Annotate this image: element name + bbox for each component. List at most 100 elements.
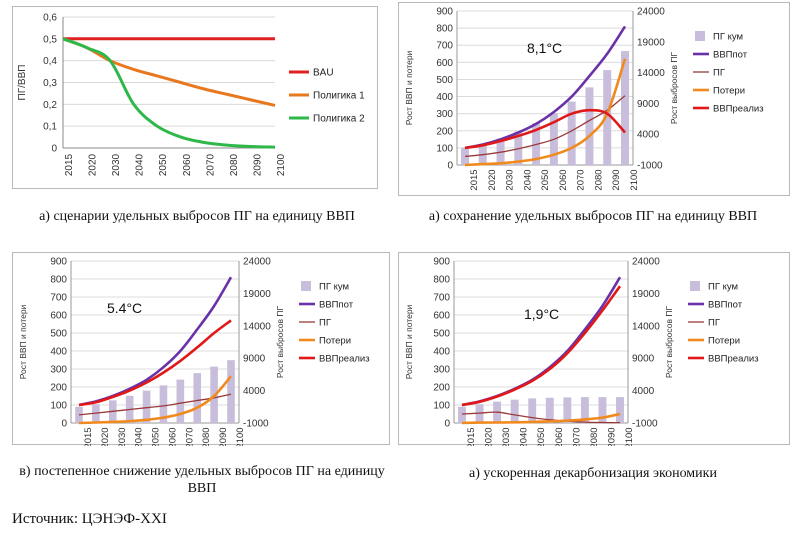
chart-c-svg: 0 100 200 300 400 500 600 700 800 900 -1000 4000 900… (18, 257, 370, 447)
x-tick-label: 2090 (611, 169, 622, 190)
y-tick-label: 0,4 (43, 56, 57, 67)
legend-label: ПГ кум (708, 282, 738, 293)
x-tick-label: 2080 (229, 153, 240, 176)
chart-panel-a: 0 0,1 0,2 0,3 0,4 0,5 0,6 2015 2020 2030 2040 2050 2… (12, 6, 378, 189)
x-tick-label: 2050 (536, 427, 547, 446)
x-tick-label: 2030 (501, 427, 512, 446)
x-tick-label: 2100 (624, 427, 635, 446)
series-line-потери (461, 412, 621, 425)
bar-pg-kum (193, 373, 202, 423)
y-tick-label: 0 (51, 144, 57, 155)
y2-tick-label: 14000 (243, 321, 271, 332)
x-tick-label: 2070 (571, 427, 582, 446)
y2-axis-label: Рост выбросов ПГ (664, 306, 674, 379)
y-tick-label: 400 (50, 347, 67, 358)
x-tick-label: 2030 (117, 427, 128, 446)
series-line-полигика-1 (62, 37, 276, 107)
x-tick-label: 2070 (205, 153, 216, 176)
x-tick-label: 2050 (158, 153, 169, 176)
bar-pg-kum (176, 379, 185, 423)
x-tick-label: 2090 (606, 427, 617, 446)
legend-swatch (301, 281, 311, 291)
legend-label: ПГ (713, 68, 725, 79)
y2-tick-label: -1000 (637, 161, 663, 172)
y-tick-label: 800 (50, 275, 67, 286)
x-tick-label: 2020 (484, 427, 495, 446)
y2-tick-label: 9000 (632, 354, 655, 365)
legend-label: ПГ кум (319, 282, 349, 293)
legend-label: ВВПреализ (319, 354, 370, 365)
bar-pg-kum (510, 399, 519, 423)
y2-tick-label: 24000 (243, 257, 271, 268)
y-tick-label: 200 (50, 383, 67, 394)
series-line-полигика-2 (62, 37, 276, 149)
bar-pg-kum (563, 397, 572, 423)
y-tick-label: 900 (436, 7, 453, 18)
x-tick-label: 2070 (184, 427, 195, 446)
x-tick-label: 2050 (151, 427, 162, 446)
bar-pg-kum (227, 360, 235, 423)
caption-d: а) ускоренная декарбонизация экономики (469, 466, 717, 481)
x-tick-label: 2060 (167, 427, 178, 446)
legend-label: ПГ кум (713, 32, 743, 43)
x-tick-label: 2070 (576, 169, 587, 190)
x-tick-label: 2060 (558, 169, 569, 190)
x-tick-label: 2080 (201, 427, 212, 446)
legend-label: ВВПпот (708, 300, 743, 311)
x-tick-label: 2080 (589, 427, 600, 446)
x-tick-label: 2020 (100, 427, 111, 446)
x-tick-label: 2040 (135, 153, 146, 176)
y-axis-label: ПГ/ВВП (17, 65, 28, 101)
legend-label: BAU (313, 68, 334, 79)
x-tick-label: 2100 (235, 427, 246, 446)
y2-axis-label: Рост выбросов ПГ (669, 52, 679, 125)
y2-tick-label: 9000 (243, 354, 266, 365)
x-tick-label: 2080 (593, 169, 604, 190)
chart-panel-b: 0 100 200 300 400 500 600 700 800 900 -1000 4000 900… (398, 2, 790, 196)
x-tick-label: 2060 (554, 427, 565, 446)
y2-tick-label: -1000 (632, 419, 658, 430)
y2-tick-label: 4000 (243, 386, 266, 397)
legend-swatch (690, 281, 700, 291)
bar-pg-kum (616, 397, 624, 423)
temperature-annotation: 8,1°С (527, 40, 562, 56)
legend-label: ПГ (319, 318, 331, 329)
y-tick-label: 0,2 (43, 100, 57, 111)
caption-a: а) сценарии удельных выбросов ПГ на един… (39, 209, 355, 224)
y-tick-label: 700 (436, 41, 453, 52)
series-line-пг (78, 393, 232, 416)
bar-pg-kum (545, 397, 554, 423)
series-line-ввпреализ (464, 108, 626, 150)
y-tick-label: 500 (50, 329, 67, 340)
y-tick-label: 100 (436, 143, 453, 154)
y-tick-label: 400 (436, 92, 453, 103)
x-tick-label: 2020 (88, 153, 99, 176)
x-tick-label: 2090 (218, 427, 229, 446)
y-axis-label: Рост ВВП и потери (404, 50, 414, 125)
x-tick-label: 2015 (83, 427, 94, 446)
y-tick-label: 500 (433, 329, 450, 340)
y-tick-label: 600 (436, 58, 453, 69)
y-tick-label: 300 (433, 365, 450, 376)
x-tick-label: 2100 (629, 169, 640, 190)
chart-panel-d: 0 100 200 300 400 500 600 700 800 900 -1000 4000 900… (398, 252, 790, 446)
x-tick-label: 2015 (466, 427, 477, 446)
legend-label: ВВПреализ (708, 354, 759, 365)
y-tick-label: 600 (433, 311, 450, 322)
y-tick-label: 200 (436, 126, 453, 137)
y-tick-label: 0 (447, 161, 453, 172)
y2-tick-label: 24000 (637, 7, 665, 18)
y-tick-label: 700 (433, 293, 450, 304)
bar-pg-kum (598, 397, 607, 423)
y-tick-label: 300 (50, 365, 67, 376)
y2-tick-label: 4000 (632, 386, 655, 397)
y2-tick-label: -1000 (243, 419, 269, 430)
y-tick-label: 0 (61, 419, 67, 430)
y-tick-label: 0,3 (43, 78, 57, 89)
y2-tick-label: 19000 (637, 37, 665, 48)
x-tick-label: 2040 (519, 427, 530, 446)
y-tick-label: 0,5 (43, 34, 57, 45)
bar-pg-kum (603, 70, 612, 165)
legend-label: Потери (713, 86, 745, 97)
caption-c: в) постепенное снижение удельных выбросо… (19, 464, 385, 496)
